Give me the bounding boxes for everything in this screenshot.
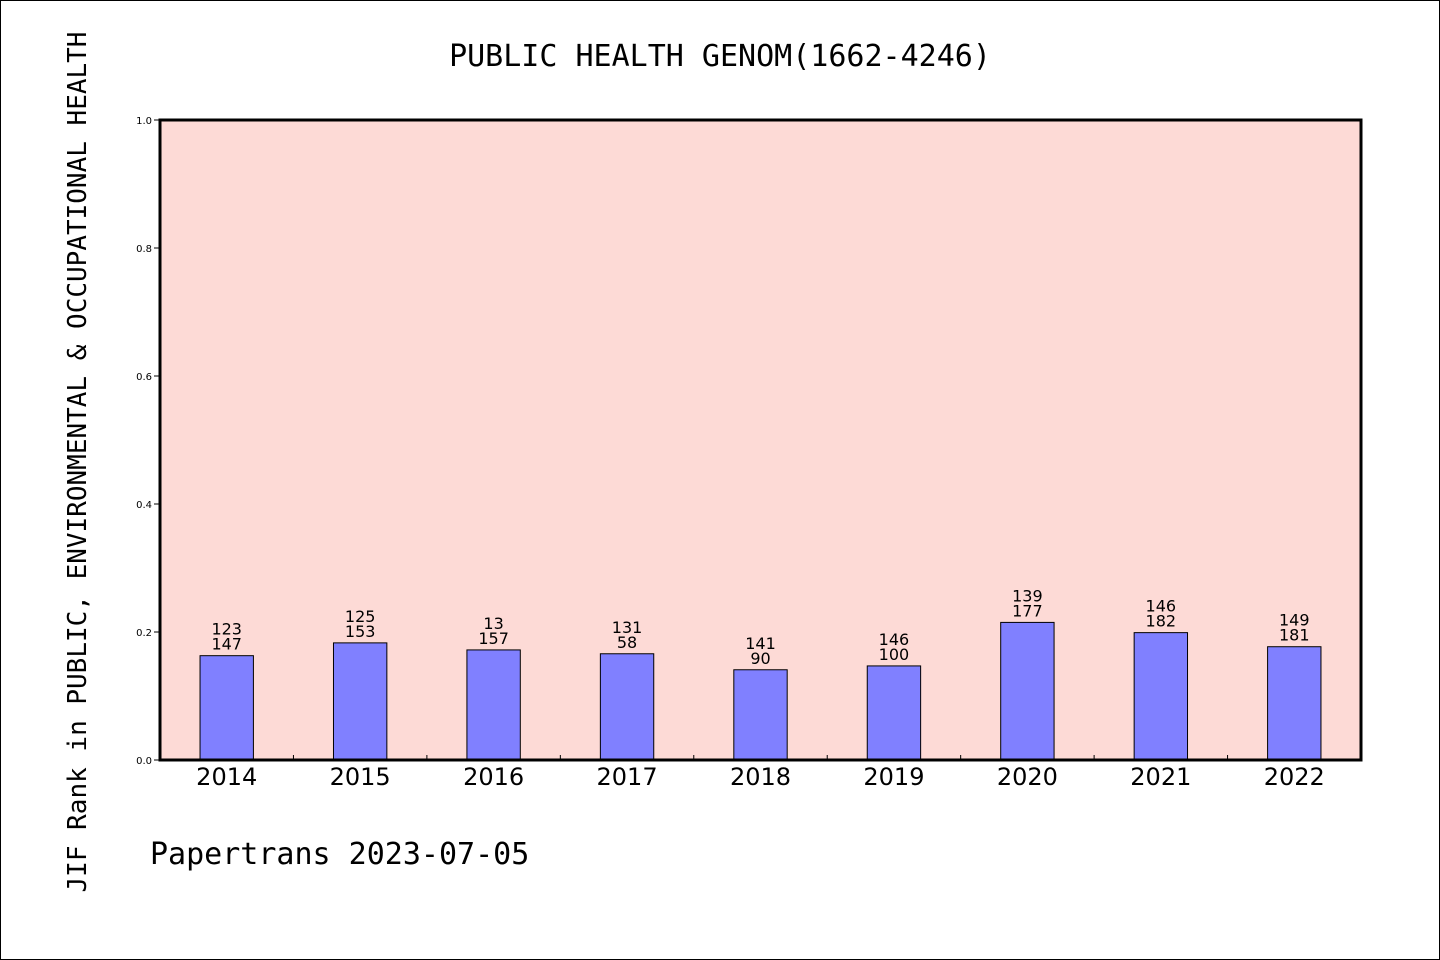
data-label-top: 13	[483, 614, 503, 633]
y-tick-label: 0.4	[136, 500, 152, 511]
bar-2021	[1133, 632, 1189, 761]
y-tick-label: 1.0	[136, 116, 152, 127]
footer-text: Papertrans 2023-07-05	[150, 837, 529, 872]
bar-2014	[199, 655, 254, 761]
data-label-top: 149	[1279, 611, 1310, 630]
bar-2018	[733, 669, 788, 761]
y-tick-label: 0.8	[136, 244, 152, 255]
bar-2015	[332, 642, 388, 761]
data-label-bottom: 58	[617, 633, 637, 652]
bar-2019	[866, 665, 922, 761]
data-label-top: 146	[1146, 597, 1177, 616]
data-label-bottom: 181	[1279, 626, 1310, 645]
x-tick-label: 2014	[196, 763, 257, 791]
bars-group	[199, 621, 1322, 761]
data-label-bottom: 90	[750, 649, 770, 668]
bar-2016	[466, 649, 521, 761]
chart-title: PUBLIC HEALTH GENOM(1662-4246)	[449, 39, 991, 74]
x-tick-label: 2021	[1130, 763, 1191, 791]
x-tick-label: 2016	[463, 763, 524, 791]
data-label-top: 139	[1012, 586, 1043, 605]
data-label-bottom: 182	[1146, 612, 1177, 631]
data-label-bottom: 147	[211, 635, 242, 654]
x-tick-label: 2022	[1264, 763, 1325, 791]
data-label-bottom: 100	[879, 645, 910, 664]
x-tick-label: 2015	[330, 763, 391, 791]
data-label-bottom: 153	[345, 622, 376, 641]
bar-2020	[1000, 621, 1055, 761]
data-label-top: 131	[612, 618, 643, 637]
x-tick-label: 2018	[730, 763, 791, 791]
x-tick-label: 2020	[997, 763, 1058, 791]
bar-2017	[599, 653, 655, 761]
y-axis-label: JIF Rank in PUBLIC, ENVIRONMENTAL & OCCU…	[63, 32, 93, 893]
y-tick-label: 0.6	[136, 372, 152, 383]
y-tick-label: 0.0	[136, 756, 152, 767]
x-tick-label: 2019	[863, 763, 924, 791]
x-tick-label: 2017	[597, 763, 658, 791]
data-label-top: 146	[879, 630, 910, 649]
data-label-bottom: 157	[478, 629, 509, 648]
data-label-bottom: 177	[1012, 601, 1043, 620]
plot-frame	[158, 118, 1363, 762]
data-label-top: 123	[211, 620, 242, 639]
bar-2022	[1267, 646, 1322, 761]
data-label-top: 141	[745, 634, 776, 653]
data-label-top: 125	[345, 607, 376, 626]
y-tick-label: 0.2	[136, 628, 152, 639]
